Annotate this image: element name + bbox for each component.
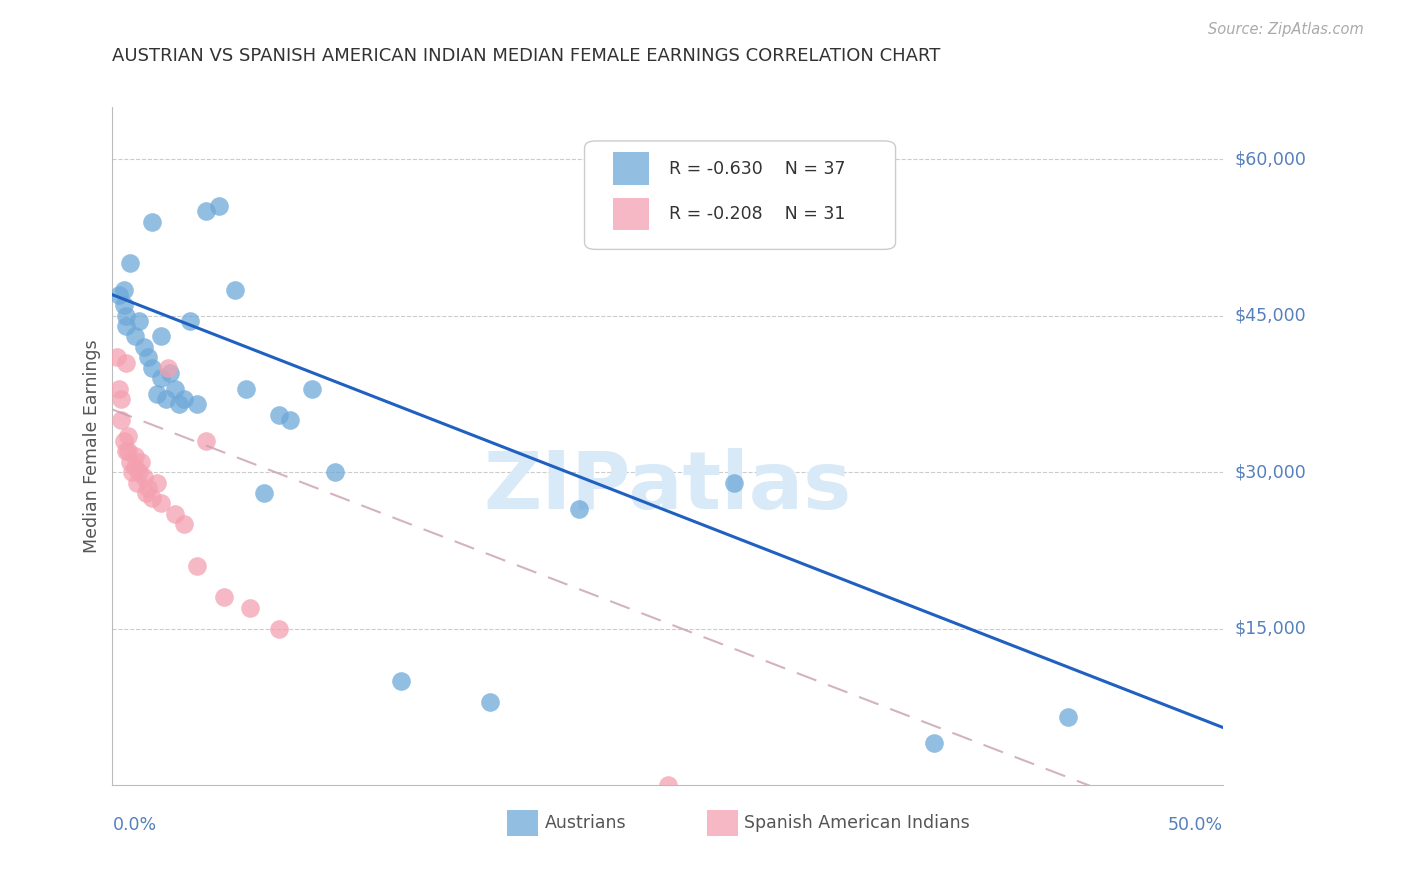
- Point: [112, 434, 135, 448]
- Point: [389, 673, 412, 688]
- Point: [157, 360, 180, 375]
- Point: [114, 355, 136, 369]
- Point: [163, 382, 186, 396]
- Point: [301, 382, 323, 396]
- Point: [212, 591, 235, 605]
- Point: [132, 340, 155, 354]
- Text: R = -0.630    N = 37: R = -0.630 N = 37: [669, 160, 845, 178]
- Text: R = -0.208    N = 31: R = -0.208 N = 31: [669, 205, 845, 223]
- Point: [150, 496, 173, 510]
- Point: [114, 444, 136, 458]
- Text: $30,000: $30,000: [1234, 463, 1306, 481]
- Point: [173, 392, 195, 406]
- Point: [141, 491, 163, 505]
- Point: [267, 622, 291, 636]
- Point: [136, 481, 159, 495]
- Point: [124, 450, 146, 464]
- Text: Spanish American Indians: Spanish American Indians: [745, 814, 970, 832]
- Point: [167, 397, 190, 411]
- Point: [924, 736, 946, 750]
- Text: Austrians: Austrians: [544, 814, 626, 832]
- Point: [723, 475, 745, 490]
- Point: [112, 283, 135, 297]
- Point: [173, 517, 195, 532]
- Point: [235, 382, 257, 396]
- Point: [146, 387, 169, 401]
- Point: [124, 329, 146, 343]
- Point: [239, 600, 262, 615]
- Point: [479, 694, 502, 708]
- Point: [128, 314, 150, 328]
- Point: [163, 507, 186, 521]
- Point: [120, 256, 142, 270]
- Point: [108, 287, 131, 301]
- Text: $45,000: $45,000: [1234, 307, 1306, 325]
- Text: 50.0%: 50.0%: [1168, 815, 1223, 833]
- Point: [141, 360, 163, 375]
- FancyBboxPatch shape: [613, 153, 650, 185]
- Point: [114, 319, 136, 334]
- Point: [136, 351, 159, 365]
- Point: [128, 465, 150, 479]
- Point: [112, 298, 135, 312]
- Text: ZIPatlas: ZIPatlas: [484, 448, 852, 525]
- Point: [657, 778, 679, 792]
- Point: [186, 558, 208, 573]
- Point: [117, 444, 139, 458]
- Point: [224, 283, 246, 297]
- Point: [150, 371, 173, 385]
- Y-axis label: Median Female Earnings: Median Female Earnings: [83, 339, 101, 553]
- Point: [110, 392, 132, 406]
- Point: [323, 465, 346, 479]
- Point: [114, 309, 136, 323]
- Point: [1056, 710, 1078, 724]
- FancyBboxPatch shape: [506, 810, 538, 836]
- Point: [131, 455, 153, 469]
- Point: [150, 329, 173, 343]
- Point: [278, 413, 301, 427]
- Point: [108, 382, 131, 396]
- Point: [125, 475, 148, 490]
- Point: [267, 408, 291, 422]
- Point: [124, 459, 146, 474]
- Point: [135, 486, 157, 500]
- Point: [179, 314, 201, 328]
- Point: [159, 366, 181, 380]
- Text: Source: ZipAtlas.com: Source: ZipAtlas.com: [1208, 22, 1364, 37]
- Point: [141, 215, 163, 229]
- Point: [186, 397, 208, 411]
- Point: [146, 475, 169, 490]
- Text: $15,000: $15,000: [1234, 620, 1306, 638]
- Point: [117, 428, 139, 442]
- Point: [110, 413, 132, 427]
- FancyBboxPatch shape: [613, 198, 650, 230]
- Point: [194, 204, 217, 219]
- Point: [155, 392, 177, 406]
- Point: [120, 455, 142, 469]
- Point: [252, 486, 274, 500]
- Point: [132, 470, 155, 484]
- Text: $60,000: $60,000: [1234, 150, 1306, 169]
- Point: [568, 501, 591, 516]
- Point: [121, 465, 143, 479]
- Point: [105, 351, 128, 365]
- Point: [208, 199, 231, 213]
- FancyBboxPatch shape: [585, 141, 896, 250]
- FancyBboxPatch shape: [707, 810, 738, 836]
- Point: [194, 434, 217, 448]
- Text: 0.0%: 0.0%: [112, 815, 156, 833]
- Text: AUSTRIAN VS SPANISH AMERICAN INDIAN MEDIAN FEMALE EARNINGS CORRELATION CHART: AUSTRIAN VS SPANISH AMERICAN INDIAN MEDI…: [112, 47, 941, 65]
